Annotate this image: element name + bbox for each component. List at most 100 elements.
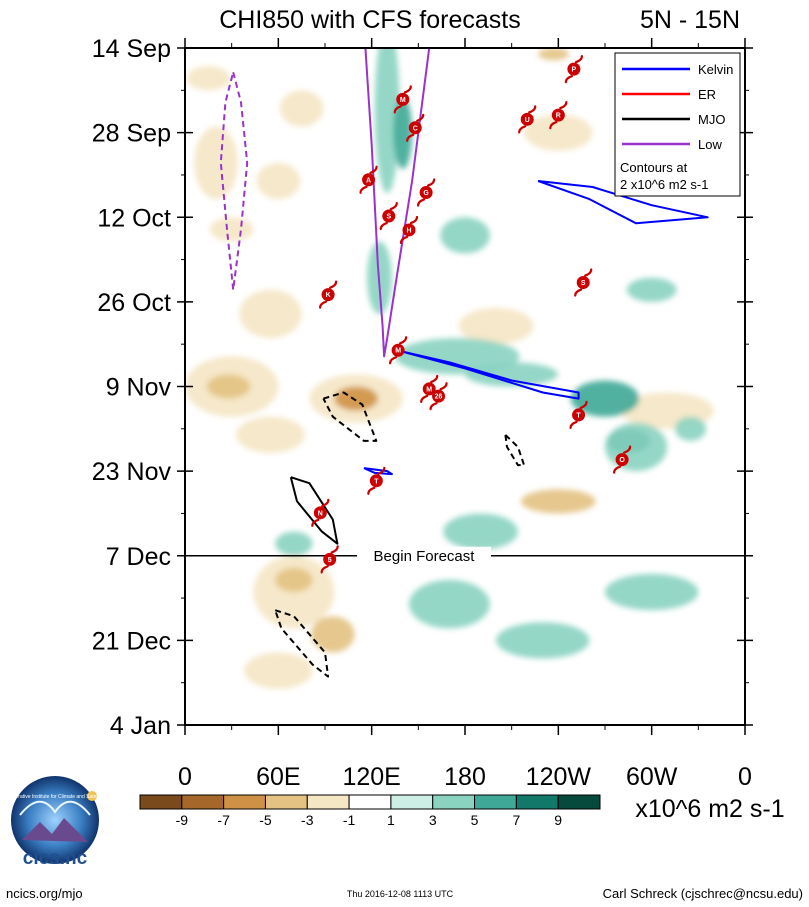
x-tick-label: 0 (738, 763, 752, 791)
anomaly-blob-28 (465, 362, 559, 387)
storm-label: C (413, 125, 418, 132)
storm-arm-icon (389, 356, 398, 365)
storm-arm-icon (574, 55, 583, 64)
colorbar-swatch-6 (390, 794, 434, 810)
storm-label: T (576, 412, 581, 419)
storm-arm-icon (416, 113, 425, 122)
storm-label: G (423, 190, 429, 197)
y-tick-label: 9 Nov (106, 374, 172, 402)
storm-icon (572, 408, 586, 422)
storm-arm-icon (417, 198, 426, 207)
anomaly-blob-3 (256, 162, 301, 200)
colorbar-tick-label: 9 (554, 812, 562, 828)
anomaly-blob-24 (393, 96, 413, 169)
storm-marker-15: O (613, 445, 632, 474)
contour-mjo-6 (504, 434, 526, 467)
storm-label: K (326, 292, 331, 299)
logo-sun-icon (87, 791, 97, 801)
chart-title: CHI850 with CFS forecasts (219, 6, 521, 34)
y-tick-label: 4 Jan (110, 712, 171, 740)
storm-label: A (366, 177, 371, 184)
logo-mountain-icon (22, 818, 88, 842)
colorbar-tick-label: -1 (343, 812, 356, 828)
storm-icon (422, 382, 436, 396)
colorbar-tick-label: -7 (217, 812, 230, 828)
anomaly-blob-15 (521, 489, 596, 514)
storm-arm-icon (320, 565, 329, 574)
anomaly-blob-23 (374, 48, 400, 194)
storm-label: M (426, 386, 432, 393)
anomaly-blob-12 (524, 114, 593, 151)
storm-arm-icon (311, 518, 320, 527)
storm-icon (396, 92, 410, 106)
colorbar-swatch-3 (264, 794, 308, 810)
contour-mjo-8 (274, 609, 330, 678)
storm-icon (323, 552, 337, 566)
colorbar-swatch-9 (515, 794, 559, 810)
storm-arm-icon (409, 215, 419, 225)
footer-timestamp: Thu 2016-12-08 1113 UTC (347, 889, 454, 899)
storm-icon (382, 209, 396, 223)
storm-marker-7: S (379, 201, 398, 231)
x-tick-label: 0 (178, 763, 192, 791)
storm-label: S (581, 280, 586, 287)
storm-arm-icon (420, 394, 429, 404)
storm-arm-icon (403, 85, 412, 94)
anomaly-blob-34 (496, 622, 590, 659)
storm-arm-icon (377, 466, 386, 475)
y-tick-label: 28 Sep (92, 120, 171, 148)
colorbar-tick-label: 3 (429, 812, 437, 828)
anomaly-blob-21 (661, 628, 736, 677)
storm-marker-3: U (518, 105, 537, 134)
storm-arm-icon (584, 268, 593, 277)
anomaly-blob-13 (538, 48, 570, 61)
storm-arm-icon (389, 201, 398, 211)
storm-arm-icon (574, 288, 583, 297)
storm-arm-icon (330, 545, 339, 554)
storm-arm-icon (406, 133, 415, 142)
storm-arm-icon (559, 100, 568, 110)
legend: Kelvin ER MJO Low Contours at 2 x10^6 m2 s-… (614, 52, 741, 197)
axes: 14 Sep 28 Sep 12 Oct 26 Oct 9 Nov 23 Nov 7 Dec… (92, 35, 753, 791)
contour-mjo-5 (322, 391, 378, 442)
storm-arm-icon (359, 185, 368, 194)
colorbar-tick-label: 7 (512, 812, 520, 828)
storm-arm-icon (429, 402, 438, 411)
storm-icon (576, 276, 590, 290)
storm-arm-icon (564, 75, 573, 84)
anomaly-blob-10 (236, 416, 305, 453)
anomaly-blob-7 (206, 374, 251, 399)
storm-label: H (406, 227, 411, 234)
anomaly-blob-37 (275, 531, 313, 556)
storm-icon (321, 288, 335, 302)
storm-arm-icon (518, 125, 527, 134)
storm-marker-9: S (574, 268, 593, 297)
storm-label: T (374, 478, 379, 485)
colorbar-tick-label: -5 (259, 812, 272, 828)
footer-author: Carl Schreck (cjschrec@ncsu.edu) (603, 886, 803, 901)
storm-arm-icon (369, 165, 378, 174)
storm-icon (567, 62, 581, 76)
y-tick-label: 26 Oct (97, 289, 171, 317)
storm-label: O (619, 457, 625, 464)
storm-arm-icon (399, 235, 409, 245)
storm-label: N (318, 510, 323, 517)
storm-icon (615, 453, 629, 467)
storm-label: 5 (328, 557, 332, 564)
anomaly-blob-22 (443, 664, 549, 701)
x-tick-label: 120W (526, 763, 592, 791)
legend-box (614, 52, 741, 197)
anomaly-blob-31 (605, 422, 668, 472)
contour-kelvin-3 (396, 349, 580, 400)
anomaly-blob-4 (209, 217, 254, 242)
storm-icon (520, 112, 534, 126)
contour-kelvin-2 (537, 180, 709, 225)
storm-label: 26 (435, 394, 443, 401)
storm-marker-0: P (564, 55, 583, 84)
colorbar-tick-label: 5 (471, 812, 479, 828)
storm-arm-icon (367, 486, 376, 495)
anomaly-blob-9 (334, 386, 378, 411)
x-tick-label: 180 (444, 763, 486, 791)
storm-arm-icon (379, 221, 388, 231)
storm-marker-5: A (359, 165, 378, 194)
